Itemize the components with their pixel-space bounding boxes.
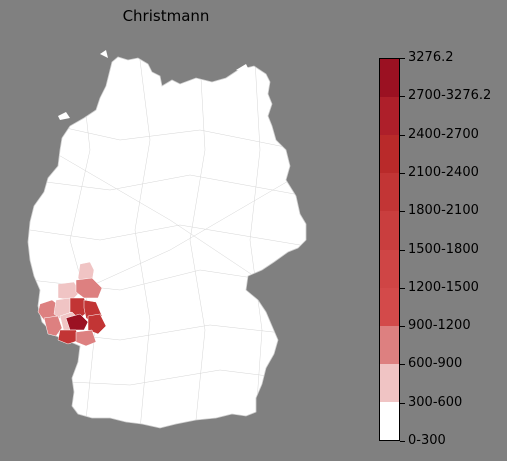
colorbar-tick-label: 1800-2100 xyxy=(408,203,479,218)
colorbar-tick-label: 0-300 xyxy=(408,433,446,448)
colorbar-tick xyxy=(400,211,405,212)
colorbar-tick-label: 1200-1500 xyxy=(408,280,479,295)
colorbar-tick xyxy=(400,173,405,174)
colorbar-segment xyxy=(380,135,399,174)
colorbar-tick xyxy=(400,250,405,251)
colorbar-tick-label: 2700-3276.2 xyxy=(408,88,492,103)
colorbar-tick xyxy=(400,58,405,59)
colorbar-segment xyxy=(380,173,399,212)
colorbar-tick xyxy=(400,288,405,289)
colorbar-segment xyxy=(380,59,399,98)
colorbar-tick xyxy=(400,441,405,442)
colorbar-segment xyxy=(380,211,399,250)
colorbar-segment xyxy=(380,249,399,288)
colorbar-tick xyxy=(400,364,405,365)
colorbar-tick-label: 1500-1800 xyxy=(408,242,479,257)
colorbar-segment xyxy=(380,325,399,364)
colorbar-segment xyxy=(380,401,399,440)
colorbar-tick-label: 600-900 xyxy=(408,356,463,371)
colorbar-tick-label: 3276.2 xyxy=(408,50,454,65)
colorbar-tick-label: 2100-2400 xyxy=(408,165,479,180)
germany-shape xyxy=(27,50,307,429)
map-title: Christmann xyxy=(122,7,210,25)
colorbar-segment xyxy=(380,287,399,326)
colorbar-tick-label: 2400-2700 xyxy=(408,127,479,142)
colorbar-segment xyxy=(380,363,399,402)
colorbar xyxy=(379,58,400,441)
colorbar-tick-label: 300-600 xyxy=(408,395,463,410)
colorbar-segment xyxy=(380,97,399,136)
colorbar-tick-label: 900-1200 xyxy=(408,318,471,333)
colorbar-tick xyxy=(400,403,405,404)
colorbar-tick xyxy=(400,135,405,136)
colorbar-tick xyxy=(400,96,405,97)
highlighted-districts xyxy=(37,261,107,347)
colorbar-tick xyxy=(400,326,405,327)
